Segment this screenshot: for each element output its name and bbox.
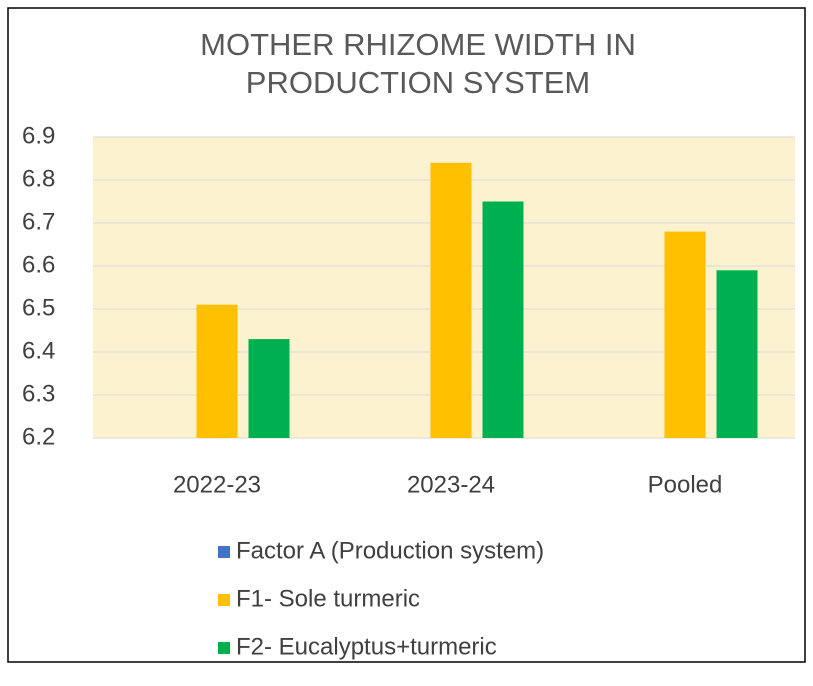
- bar: [482, 201, 524, 438]
- y-tick-label: 6.5: [22, 294, 55, 321]
- legend-label: F1- Sole turmeric: [236, 585, 420, 612]
- legend-swatch: [218, 594, 230, 606]
- y-tick-label: 6.8: [22, 165, 55, 192]
- bar: [430, 162, 472, 439]
- y-tick-label: 6.3: [22, 380, 55, 407]
- legend-swatch: [218, 546, 230, 558]
- y-tick-label: 6.7: [22, 208, 55, 235]
- x-tick-label: 2022-23: [173, 471, 261, 498]
- bar: [664, 231, 706, 438]
- y-tick-label: 6.2: [22, 423, 55, 450]
- x-tick-label: 2023-24: [407, 471, 495, 498]
- y-tick-label: 6.4: [22, 337, 55, 364]
- legend-swatch: [218, 642, 230, 654]
- chart-title: MOTHER RHIZOME WIDTH IN PRODUCTION SYSTE…: [200, 27, 636, 100]
- bar: [248, 339, 290, 438]
- y-tick-label: 6.9: [22, 122, 55, 149]
- legend-label: F2- Eucalyptus+turmeric: [236, 633, 497, 660]
- bar: [716, 270, 758, 438]
- legend-label: Factor A (Production system): [236, 537, 544, 564]
- y-tick-label: 6.6: [22, 251, 55, 278]
- bar: [196, 304, 238, 438]
- x-tick-label: Pooled: [648, 471, 723, 498]
